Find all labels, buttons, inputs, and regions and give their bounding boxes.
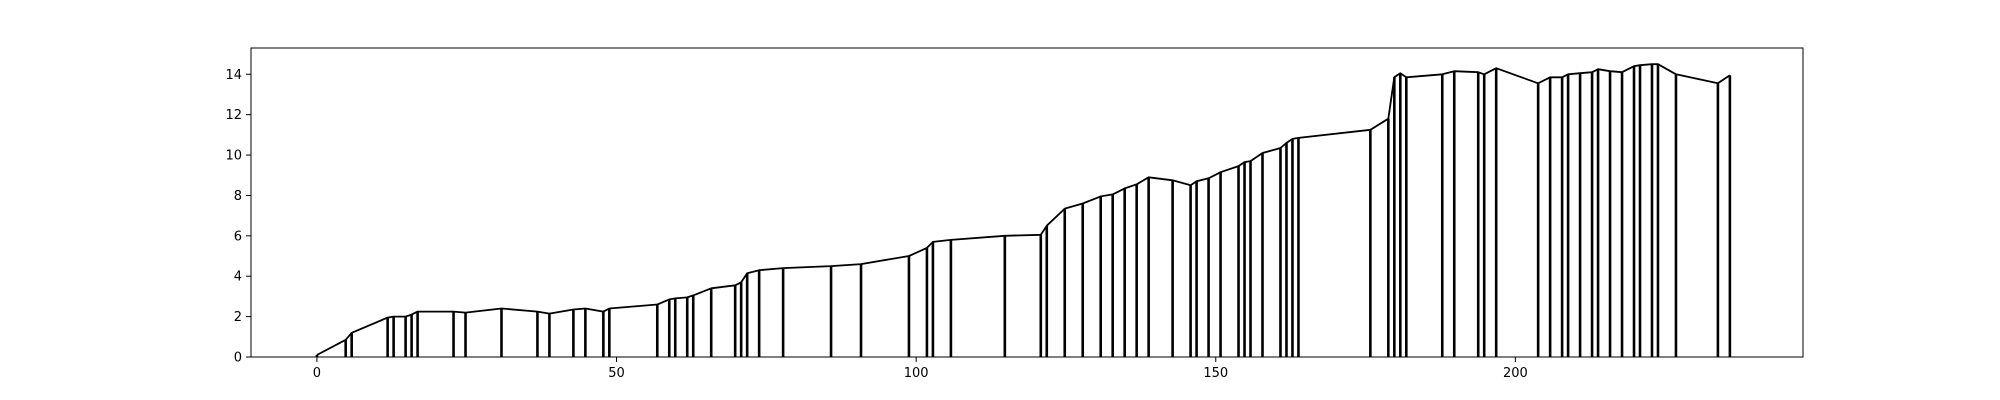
axes: 0 50 100 150 200 0 2 4 6 8 10 12 14 [225,47,1804,381]
y-tick-label: 2 [234,310,242,325]
y-tick-label: 6 [234,229,242,244]
y-tick-label: 8 [234,189,242,204]
x-tick-label: 150 [1203,366,1228,381]
y-tick-label: 0 [234,351,242,366]
axes-frame [250,47,1804,358]
y-tick-label: 14 [225,68,242,83]
x-tick-label: 50 [608,366,625,381]
series-line [316,63,1731,356]
x-tick-label: 100 [904,366,929,381]
x-tick-label: 200 [1503,366,1528,381]
y-tick-label: 10 [225,149,242,164]
x-tick-label: 0 [313,366,321,381]
plot-area [315,63,1732,357]
y-tick-label: 12 [225,108,242,123]
y-tick-label: 4 [234,270,242,285]
